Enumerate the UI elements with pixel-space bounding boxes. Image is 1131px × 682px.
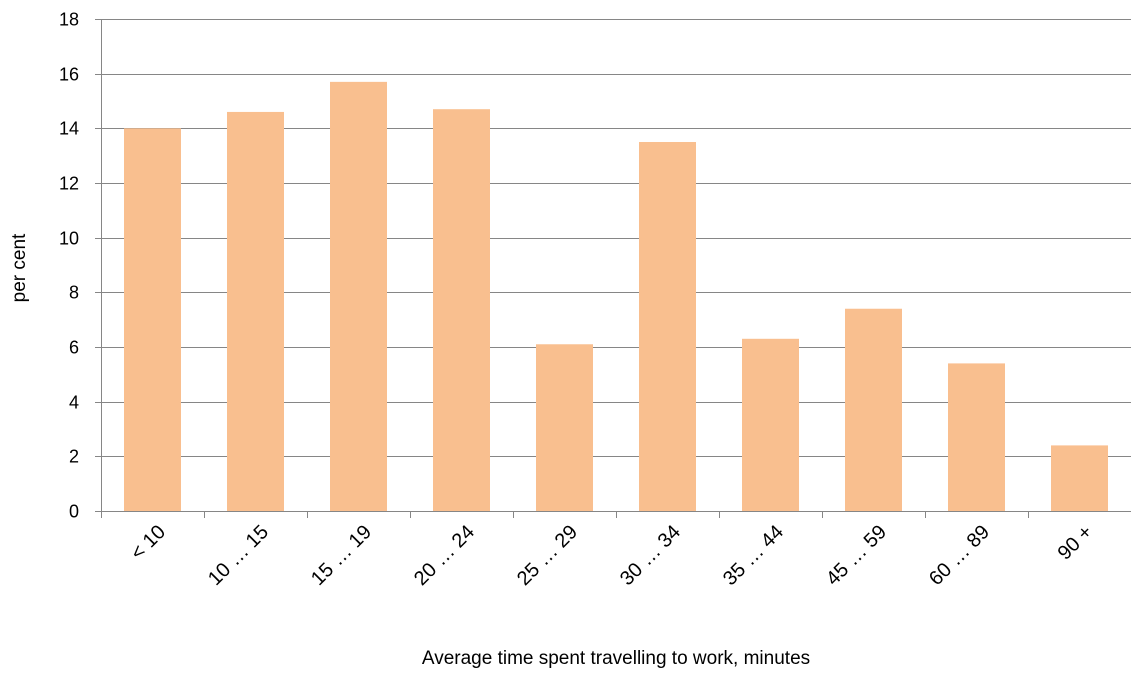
bar (742, 338, 799, 511)
x-tick-labels: < 10 10 … 15 15 … 19 20 … 24 25 … 29 30 … 34 3… (127, 521, 1097, 590)
y-axis-title: per cent (9, 233, 30, 302)
y-tick-label: 18 (59, 10, 79, 30)
bar (124, 128, 181, 512)
y-tick-label: 2 (69, 447, 79, 467)
bar (227, 111, 284, 511)
x-tick-label: 35 … 44 (719, 521, 788, 590)
bar (845, 308, 902, 511)
axes (95, 19, 1131, 518)
y-tick-label: 12 (59, 174, 79, 194)
x-tick-label: 45 … 59 (822, 521, 891, 590)
y-tick-label: 14 (59, 119, 79, 139)
x-axis-title: Average time spent travelling to work, m… (422, 648, 810, 669)
bar (330, 81, 387, 511)
x-tick-label: 15 … 19 (307, 521, 376, 590)
bar (948, 363, 1005, 511)
y-tick-label: 8 (69, 283, 79, 303)
x-tick-label: 30 … 34 (616, 521, 685, 590)
bar (536, 344, 593, 511)
y-tick-label: 0 (69, 502, 79, 522)
y-tick-labels: 0 2 4 6 8 10 12 14 16 18 (59, 10, 79, 522)
x-tick-label: 25 … 29 (513, 521, 582, 590)
y-tick-label: 16 (59, 65, 79, 85)
x-tick-label: 60 … 89 (925, 521, 994, 590)
x-tick-label: 20 … 24 (410, 521, 479, 590)
x-tick-label: 10 … 15 (204, 521, 273, 590)
y-tick-label: 4 (69, 393, 79, 413)
y-tick-label: 10 (59, 229, 79, 249)
x-tick-label: 90 + (1054, 521, 1097, 564)
bars (124, 81, 1108, 512)
bar (433, 109, 490, 511)
bar (639, 142, 696, 511)
x-tick-label: < 10 (127, 521, 170, 564)
y-tick-label: 6 (69, 338, 79, 358)
bar (1051, 445, 1108, 511)
